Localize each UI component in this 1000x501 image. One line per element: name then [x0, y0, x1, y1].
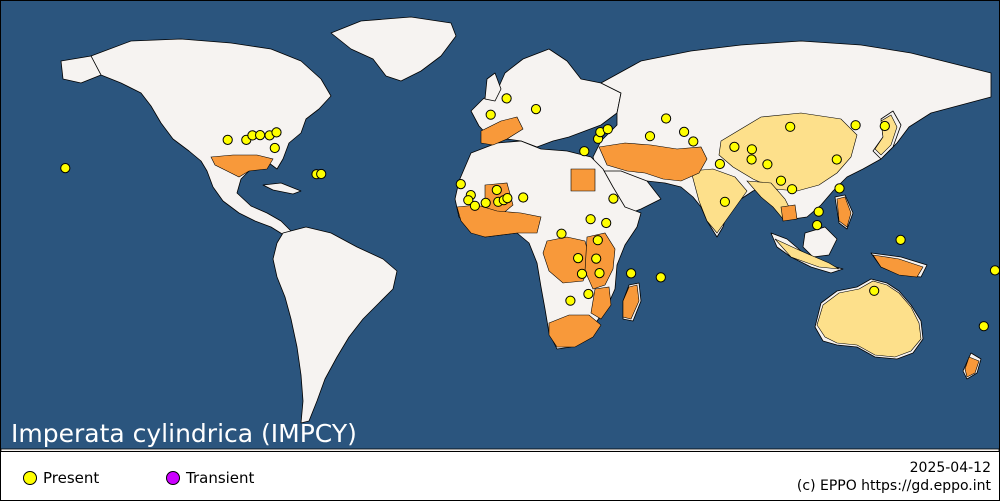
record-dot: [518, 192, 529, 203]
record-dot: [831, 154, 842, 165]
record-dot: [269, 142, 280, 154]
record-dot: [746, 144, 758, 155]
greenland: [330, 16, 457, 82]
area-mozambique: [590, 286, 612, 320]
area-madagascar: [622, 284, 640, 320]
alaska: [60, 55, 102, 84]
legend-label-transient: Transient: [186, 469, 255, 487]
record-dot: [583, 288, 594, 300]
record-dot: [787, 184, 798, 195]
record-dot: [785, 121, 796, 132]
area-iberia-france: [480, 116, 524, 146]
record-dot: [565, 295, 576, 306]
world-map: Imperata cylindrica (IMPCY): [0, 1, 1000, 453]
record-dot: [594, 268, 605, 279]
record-dot: [729, 141, 740, 152]
britain: [484, 72, 502, 102]
area-australia: [816, 280, 922, 358]
legend-item-present: Present: [23, 468, 99, 488]
present-dot-icon: [23, 471, 37, 485]
record-dot: [812, 220, 823, 231]
record-dot: [491, 184, 502, 196]
record-dot: [813, 206, 824, 217]
area-indonesia: [774, 238, 840, 270]
record-dot: [762, 159, 773, 170]
record-dot: [869, 285, 880, 296]
legend-divider: [1, 451, 999, 452]
record-dot: [60, 163, 71, 174]
area-south-africa: [548, 314, 602, 348]
record-dot: [222, 134, 233, 145]
credit-text: (c) EPPO https://gd.eppo.int: [796, 478, 991, 494]
north-america: [90, 38, 332, 238]
record-dot: [978, 321, 989, 332]
record-dot: [719, 196, 731, 207]
record-dot: [714, 158, 726, 170]
record-dot: [879, 120, 890, 132]
map-date: 2025-04-12: [909, 460, 991, 476]
record-dot: [989, 265, 1000, 276]
area-india: [690, 168, 748, 234]
south-america: [272, 226, 398, 424]
cuba: [262, 182, 302, 195]
map-panel: Imperata cylindrica (IMPCY): [0, 1, 1000, 453]
record-dot: [556, 228, 567, 239]
record-dot: [469, 200, 480, 211]
record-dot: [255, 130, 266, 141]
area-new-zealand: [964, 356, 980, 378]
record-dot: [271, 127, 282, 138]
legend-item-transient: Transient: [166, 468, 254, 488]
record-dot: [850, 120, 861, 131]
record-dot: [502, 193, 513, 204]
area-west-africa-coast: [456, 204, 542, 238]
record-dot: [530, 104, 542, 115]
sumatra-java: [770, 232, 844, 274]
record-dot: [608, 193, 619, 204]
record-dot: [592, 235, 603, 246]
record-dot: [688, 136, 699, 147]
record-dots: [60, 93, 1000, 332]
borneo: [802, 226, 838, 258]
record-dot: [601, 217, 612, 229]
area-philippines: [836, 196, 852, 228]
area-china: [718, 112, 858, 192]
record-dot: [501, 93, 512, 104]
record-dot: [485, 109, 496, 120]
area-middle-east: [598, 142, 708, 182]
record-dot: [576, 268, 588, 279]
legend-label-present: Present: [43, 469, 100, 487]
record-dot: [463, 195, 474, 206]
record-dot: [644, 131, 656, 142]
area-southern-us: [210, 154, 274, 178]
record-dot: [626, 268, 637, 279]
record-dot: [679, 126, 690, 137]
record-dot: [591, 253, 602, 264]
legend: Present Transient 2025-04-12 (c) EPPO ht…: [1, 452, 999, 500]
record-dot: [573, 253, 584, 264]
record-dot: [602, 124, 613, 135]
record-dot: [579, 146, 590, 157]
transient-dot-icon: [166, 471, 180, 485]
record-dot: [746, 154, 757, 165]
record-dot: [455, 179, 466, 190]
record-dot: [316, 168, 327, 180]
area-new-guinea: [872, 254, 924, 278]
record-dot: [775, 175, 787, 186]
area-japan: [874, 114, 898, 156]
record-dot: [895, 234, 906, 245]
map-title: Imperata cylindrica (IMPCY): [11, 419, 357, 448]
record-dot: [661, 113, 672, 124]
record-dot: [585, 214, 596, 225]
area-cambodia: [780, 204, 798, 222]
record-dot: [834, 183, 845, 194]
record-dot: [480, 197, 491, 208]
area-egypt: [570, 168, 596, 192]
record-dot: [655, 272, 666, 283]
